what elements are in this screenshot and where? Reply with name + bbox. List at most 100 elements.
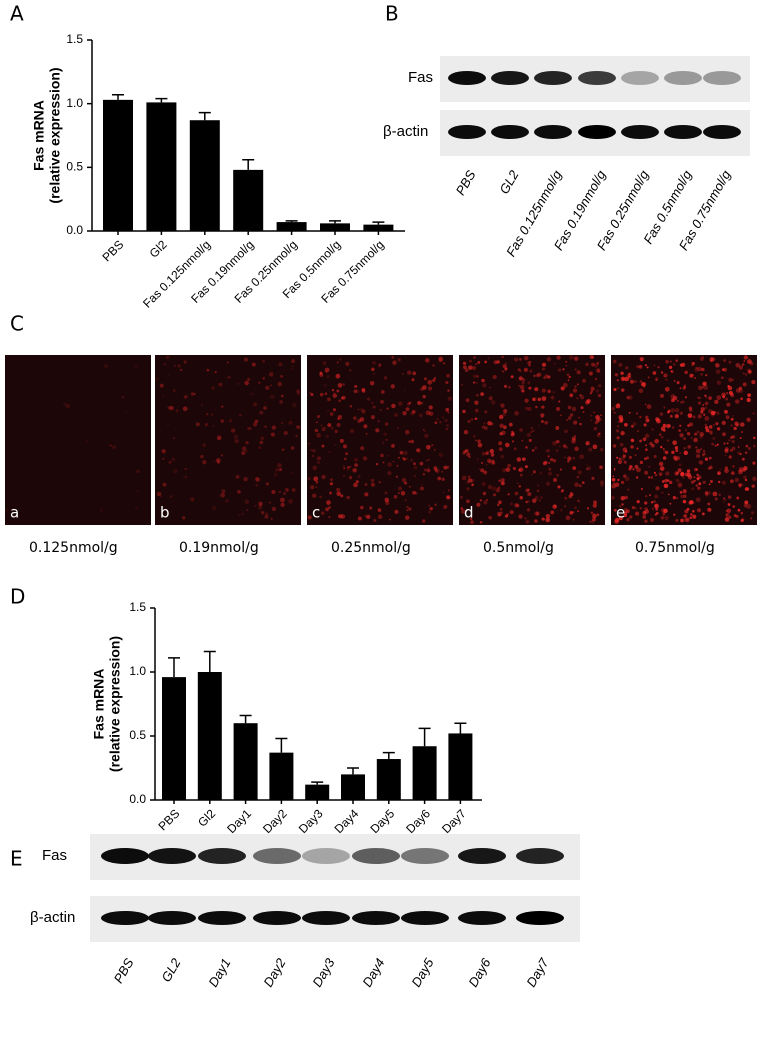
fluorescent-spot bbox=[179, 368, 183, 372]
fluorescent-spot bbox=[291, 359, 296, 364]
fluorescent-spot bbox=[349, 404, 353, 408]
fluorescent-spot bbox=[737, 446, 740, 448]
fluorescent-spot bbox=[627, 488, 630, 491]
fluorescent-spot bbox=[460, 507, 464, 510]
fluorescent-spot bbox=[683, 450, 689, 456]
fluorescent-spot bbox=[567, 379, 570, 381]
fluorescent-spot bbox=[475, 439, 477, 442]
fluorescent-spot bbox=[422, 384, 427, 390]
error-bar bbox=[198, 111, 211, 121]
image-letter: e bbox=[616, 504, 625, 522]
fluorescent-spot bbox=[385, 438, 388, 441]
fluorescent-spot bbox=[420, 486, 424, 491]
fluorescent-spot bbox=[121, 395, 125, 399]
fluorescent-spot bbox=[182, 406, 188, 412]
fluorescent-spot bbox=[410, 439, 415, 444]
fluorescent-spot bbox=[675, 455, 681, 461]
fluorescent-spot bbox=[281, 421, 284, 425]
fluorescent-spot bbox=[254, 504, 257, 508]
fluorescent-spot bbox=[708, 425, 713, 429]
fluorescent-spot bbox=[596, 513, 600, 517]
fluorescent-spot bbox=[620, 371, 624, 375]
fluorescent-spot bbox=[498, 414, 504, 420]
fluorescent-spot bbox=[724, 517, 730, 522]
fluorescent-spot bbox=[268, 501, 271, 504]
fluorescent-spot bbox=[579, 454, 585, 460]
fluorescent-spot bbox=[530, 431, 533, 433]
fluorescent-spot bbox=[259, 410, 264, 415]
fluorescent-spot bbox=[326, 374, 330, 378]
fluorescent-spot bbox=[593, 500, 598, 505]
fluorescent-spot bbox=[646, 366, 649, 369]
fluorescent-spot bbox=[243, 476, 248, 482]
fluorescent-spot bbox=[552, 441, 557, 446]
fluorescent-spot bbox=[290, 472, 293, 475]
fluorescent-spot bbox=[322, 360, 327, 366]
fluorescent-spot bbox=[667, 409, 671, 413]
fluorescent-spot bbox=[316, 460, 320, 464]
fluorescent-spot bbox=[166, 423, 170, 426]
fluorescent-spot bbox=[325, 507, 329, 512]
fluorescent-spot bbox=[560, 386, 565, 391]
fluorescent-spot bbox=[357, 418, 362, 424]
fluorescent-spot bbox=[616, 386, 620, 390]
fluorescent-spot bbox=[672, 395, 678, 401]
fluorescent-spot bbox=[531, 448, 535, 452]
fluorescent-spot bbox=[567, 416, 572, 420]
fluorescent-spot bbox=[509, 510, 514, 515]
fluorescent-spot bbox=[529, 360, 532, 364]
fluorescent-spot bbox=[620, 431, 625, 436]
fluorescent-spot bbox=[497, 511, 502, 517]
fluorescent-spot bbox=[442, 416, 444, 419]
fluorescent-spot bbox=[672, 440, 677, 446]
fluorescent-spot bbox=[435, 468, 440, 474]
fluorescent-spot bbox=[663, 406, 666, 409]
error-bar bbox=[168, 657, 180, 678]
fluorescent-spot bbox=[616, 429, 620, 433]
fluorescent-spot bbox=[723, 359, 727, 362]
fluorescent-spot bbox=[479, 521, 483, 524]
fluorescent-spot bbox=[477, 360, 481, 364]
fluorescent-spot bbox=[525, 500, 528, 504]
fluorescent-spot bbox=[654, 513, 657, 516]
fluorescent-spot bbox=[594, 421, 598, 425]
fluorescent-spot bbox=[712, 491, 718, 497]
fluorescent-spot bbox=[596, 368, 601, 373]
fluorescent-spot bbox=[650, 501, 654, 504]
fluorescent-spot bbox=[650, 443, 655, 448]
fluorescent-spot bbox=[504, 514, 509, 518]
fluorescent-spot bbox=[712, 423, 715, 426]
fluorescent-spot bbox=[577, 470, 582, 475]
fluorescent-spot bbox=[340, 396, 344, 400]
fluorescent-spot bbox=[237, 489, 241, 494]
fluorescent-spot bbox=[728, 516, 732, 519]
fluorescent-spot bbox=[721, 376, 724, 379]
fluorescent-spot bbox=[559, 445, 561, 448]
y-tick-label: 0.5 bbox=[66, 160, 83, 174]
fluorescent-spot bbox=[725, 397, 729, 401]
fluorescent-spot bbox=[644, 457, 647, 461]
fluorescent-spot bbox=[680, 401, 683, 404]
fluorescent-spot bbox=[441, 477, 445, 481]
fluorescent-spot bbox=[382, 441, 385, 445]
fluorescent-spot bbox=[254, 477, 259, 481]
fluorescent-spot bbox=[738, 423, 741, 425]
fluorescent-spot bbox=[696, 468, 698, 471]
fluorescent-spot bbox=[488, 515, 492, 520]
fluorescent-spot bbox=[350, 429, 354, 433]
fluorescent-spot bbox=[613, 482, 616, 485]
fluorescent-spot bbox=[502, 468, 507, 473]
fluorescent-spot bbox=[624, 422, 628, 427]
bar bbox=[341, 774, 365, 800]
fluorescent-spot bbox=[725, 512, 730, 518]
fluorescent-spot bbox=[280, 497, 285, 503]
fluorescent-spot bbox=[340, 494, 344, 498]
fluorescent-spot bbox=[396, 464, 399, 467]
fluorescent-spot bbox=[447, 411, 450, 414]
fluorescent-spot bbox=[692, 514, 697, 519]
blot-band bbox=[302, 911, 350, 925]
fluorescent-spot bbox=[636, 467, 641, 473]
fluorescent-spot bbox=[719, 468, 721, 471]
fluorescent-spot bbox=[134, 364, 138, 368]
fluorescent-spot bbox=[445, 423, 450, 428]
